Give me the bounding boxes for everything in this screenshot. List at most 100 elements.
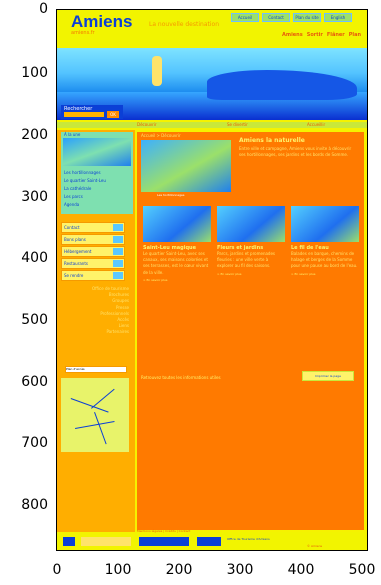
car-icon [113, 272, 123, 279]
sidebar-feature-box: À la une Les hortillonnages Le quartier … [61, 132, 133, 214]
banner-figure [152, 56, 162, 86]
article-text: Balades en barque, chemins de halage et … [291, 251, 358, 269]
sidebar-button-label: Restaurants [64, 261, 88, 266]
feature-text: Entre ville et campagne, Amiens vous inv… [239, 146, 352, 157]
nav-item[interactable]: Flâner [326, 32, 345, 38]
sidebar-link[interactable]: Professionnels [100, 310, 129, 316]
footer-banner [81, 537, 131, 546]
site-footer: Mentions légales | Crédits | Contact Off… [57, 529, 367, 550]
breadcrumb: Accueil > Découvrir [141, 133, 181, 138]
sidebar-box-link[interactable]: Les hortillonnages [64, 170, 101, 175]
article-title[interactable]: Saint-Leu magique [143, 245, 196, 251]
sidebar-link[interactable]: Groupes [112, 298, 129, 304]
site-slogan: La nouvelle destination [149, 21, 219, 28]
x-tick-label: 500 [348, 562, 376, 578]
sidebar-button-label: Hébergement [64, 249, 92, 254]
feature-caption: Les hortillonnages [157, 193, 185, 197]
article-photo[interactable] [217, 206, 285, 242]
sidebar-button-directions[interactable]: Se rendre [61, 270, 125, 281]
article-title[interactable]: Le fil de l'eau [291, 245, 329, 251]
strip-link[interactable]: Se divertir [227, 122, 248, 127]
y-tick-label: 100 [21, 65, 48, 81]
sidebar-button-label: Bons plans [64, 237, 86, 242]
read-more-link[interactable]: > En savoir plus [143, 277, 168, 282]
banner-trees [207, 70, 357, 100]
sidebar-link[interactable]: Accès [117, 317, 129, 323]
site-header: Amiens amiens.fr La nouvelle destination… [57, 10, 367, 46]
y-tick-label: 300 [21, 189, 48, 205]
top-link[interactable]: Accueil [231, 13, 259, 22]
logo-subtitle: amiens.fr [71, 30, 95, 36]
top-link[interactable]: Contact [262, 13, 290, 22]
map-label: Plan d'accès [65, 366, 127, 373]
nav-item[interactable]: Amiens [282, 32, 303, 38]
x-tick-label: 200 [165, 562, 193, 578]
feature-photo[interactable] [141, 140, 231, 192]
deals-icon [113, 236, 123, 243]
sidebar-links: Office de tourisme Brochures Groupes Pre… [67, 286, 129, 336]
y-tick-label: 600 [21, 374, 48, 390]
sidebar-button-label: Se rendre [64, 273, 84, 278]
sidebar-box-link[interactable]: Agenda [64, 202, 80, 207]
sidebar-link[interactable]: Liens [118, 323, 129, 329]
main-content: Accueil > Découvrir Les hortillonnages A… [137, 132, 364, 530]
sidebar-box-link[interactable]: Le quartier Saint-Leu [64, 178, 106, 183]
search-label: Rechercher [64, 106, 93, 112]
footer-partner-logo[interactable] [139, 537, 189, 546]
site-logo[interactable]: Amiens [71, 12, 133, 31]
contact-icon [113, 224, 123, 231]
footer-logo-icon [63, 537, 75, 546]
article-card: Saint-Leu magique Le quartier Saint-Leu,… [143, 206, 211, 282]
map-road [70, 398, 109, 413]
read-more-link[interactable]: > En savoir plus [217, 271, 242, 276]
x-tick-label: 100 [104, 562, 132, 578]
sidebar-button-lodging[interactable]: Hébergement [61, 246, 125, 257]
article-text: Le quartier Saint-Leu, avec ses canaux, … [143, 251, 209, 275]
sidebar-button-restaurants[interactable]: Restaurants [61, 258, 125, 269]
article-photo[interactable] [143, 206, 211, 242]
feature-title[interactable]: Amiens la naturelle [239, 137, 305, 144]
sidebar-photo [63, 138, 131, 166]
strip-link[interactable]: Accueillir [307, 122, 326, 127]
y-tick-label: 200 [21, 127, 48, 143]
sidebar-link[interactable]: Brochures [108, 292, 129, 298]
footer-address: Office de Tourisme d'Amiens [227, 537, 270, 541]
search-button[interactable]: OK [107, 111, 119, 118]
x-tick-label: 0 [52, 562, 62, 578]
map-road [91, 388, 115, 409]
y-tick-label: 500 [21, 312, 48, 328]
sidebar-box-link[interactable]: La cathédrale [64, 186, 92, 191]
footer-copyright: © Amiens [307, 544, 323, 548]
y-tick-label: 700 [21, 435, 48, 451]
read-more-link[interactable]: > En savoir plus [291, 271, 316, 276]
sidebar-link[interactable]: Partenaires [106, 329, 129, 335]
eu-flag-icon [197, 537, 221, 546]
bed-icon [113, 248, 123, 255]
article-title[interactable]: Fleurs et jardins [217, 245, 264, 251]
sidebar-button-label: Contact [64, 225, 80, 230]
sidebar-box-link[interactable]: Les parcs [64, 194, 83, 199]
info-line: Retrouvez toutes les informations utiles [141, 375, 221, 380]
x-tick-label: 300 [226, 562, 254, 578]
sidebar-button-deals[interactable]: Bons plans [61, 234, 125, 245]
region-map[interactable] [61, 378, 129, 452]
footer-links[interactable]: Mentions légales | Crédits | Contact [137, 529, 191, 533]
sidebar-link[interactable]: Office de tourisme [92, 286, 129, 291]
strip-link[interactable]: Découvrir [137, 122, 157, 127]
top-link[interactable]: English [324, 13, 352, 22]
article-photo[interactable] [291, 206, 359, 242]
sidebar-box-title: À la une [64, 132, 81, 137]
section-strip: Découvrir Se divertir Accueillir [57, 122, 367, 128]
main-nav: Amiens Sortir Flâner Plan [282, 32, 361, 38]
nav-item[interactable]: Plan [348, 32, 362, 38]
print-button[interactable]: Imprimer la page [302, 371, 354, 381]
top-link[interactable]: Plan du site [293, 13, 321, 22]
article-card: Le fil de l'eau Balades en barque, chemi… [291, 206, 359, 276]
map-road [75, 421, 115, 429]
sidebar-link[interactable]: Presse [116, 304, 129, 310]
sidebar-button-contact[interactable]: Contact [61, 222, 125, 233]
search-input[interactable] [64, 112, 104, 117]
nav-item[interactable]: Sortir [306, 32, 323, 38]
map-road [94, 412, 107, 445]
article-card: Fleurs et jardins Parcs, jardins et prom… [217, 206, 285, 276]
